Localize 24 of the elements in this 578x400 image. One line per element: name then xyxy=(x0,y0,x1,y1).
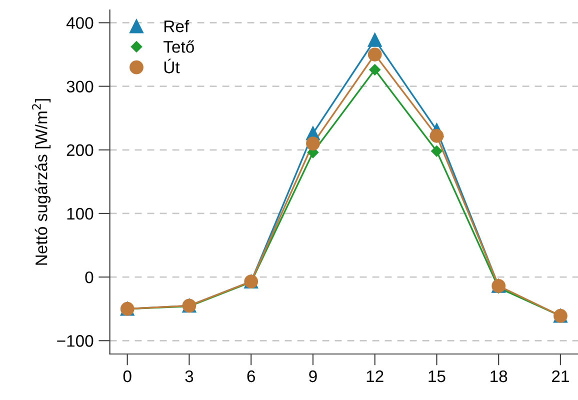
x-tick-label: 3 xyxy=(185,370,194,382)
y-tick-label: 300 xyxy=(66,80,94,93)
y-tick-label: −100 xyxy=(57,335,94,347)
x-tick-label: 9 xyxy=(309,370,317,382)
x-tick-label: 18 xyxy=(490,370,508,382)
x-tick-label: 12 xyxy=(366,370,384,382)
point xyxy=(368,32,382,47)
y-tick-label: 0 xyxy=(85,271,94,284)
legend-label: Ref xyxy=(164,20,190,32)
point xyxy=(431,146,442,157)
point xyxy=(306,136,320,150)
x-tick-label: 21 xyxy=(552,370,569,382)
x-tick-label: 0 xyxy=(123,370,132,382)
y-axis-title: Nettó sugárzás [W/m$^{2}$] xyxy=(32,99,51,265)
y-tick-label: 400 xyxy=(66,17,94,29)
y-tick-label: 200 xyxy=(66,144,94,156)
point xyxy=(369,64,380,76)
legend-label: Tető xyxy=(164,40,194,53)
x-tick-label: 6 xyxy=(247,370,255,382)
point xyxy=(368,48,382,62)
x-tick-label: 15 xyxy=(428,370,446,382)
y-tick-label: 100 xyxy=(67,208,94,220)
legend-label: Út xyxy=(164,58,180,74)
point xyxy=(430,128,444,143)
